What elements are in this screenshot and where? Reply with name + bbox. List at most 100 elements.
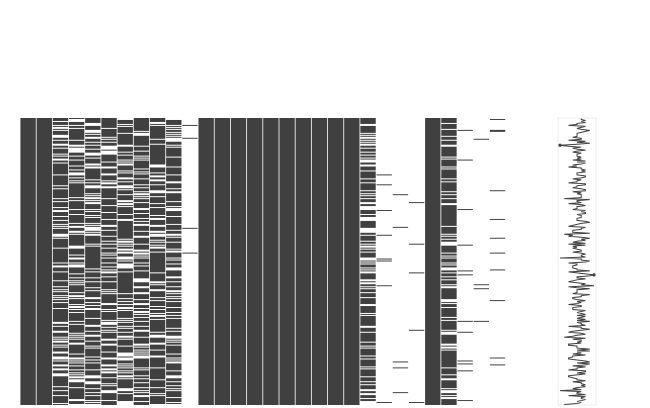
present-block	[68, 201, 85, 210]
present-block	[117, 253, 134, 257]
present-block	[165, 235, 182, 237]
present-block	[84, 223, 101, 225]
present-block	[68, 378, 85, 380]
present-block	[133, 188, 150, 192]
present-block	[440, 234, 458, 236]
present-block	[68, 388, 85, 400]
present-block	[489, 190, 506, 192]
present-block	[440, 146, 458, 157]
present-block	[84, 142, 101, 145]
present-block	[359, 284, 377, 287]
present-block	[440, 239, 458, 242]
present-block	[149, 181, 166, 185]
present-block	[100, 393, 118, 401]
present-block	[84, 188, 101, 194]
present-block	[149, 167, 166, 173]
present-block	[52, 309, 69, 322]
matrix-column-23	[375, 118, 393, 405]
matrix-column-background	[505, 118, 522, 405]
present-block	[68, 125, 85, 128]
present-block	[117, 259, 134, 261]
present-block	[117, 272, 134, 294]
matrix-column-32	[521, 118, 538, 405]
present-block	[100, 294, 118, 304]
present-block	[52, 224, 69, 226]
present-block	[392, 361, 409, 363]
present-block	[359, 135, 377, 137]
present-block	[473, 288, 490, 290]
present-block	[473, 320, 490, 322]
present-block	[68, 210, 85, 214]
present-block	[84, 125, 101, 130]
present-block	[84, 306, 101, 309]
present-block	[149, 173, 166, 176]
present-block	[149, 193, 166, 197]
present-block	[117, 379, 134, 389]
present-block	[100, 277, 118, 282]
present-block	[68, 166, 85, 170]
present-block	[149, 307, 166, 309]
present-block	[440, 129, 458, 136]
present-block	[149, 236, 166, 240]
present-block	[440, 330, 458, 332]
present-block	[165, 315, 182, 318]
present-block	[359, 385, 377, 390]
present-block	[165, 287, 182, 291]
present-block	[100, 219, 118, 225]
present-block	[489, 252, 506, 254]
present-block	[68, 181, 85, 183]
present-block	[149, 309, 166, 313]
present-block	[359, 133, 377, 135]
present-block	[100, 118, 118, 128]
present-block	[84, 204, 101, 210]
present-block	[84, 348, 101, 357]
present-block	[165, 386, 182, 389]
present-block	[311, 118, 328, 405]
present-block	[133, 271, 150, 279]
present-block	[68, 128, 85, 140]
present-block	[84, 336, 101, 341]
present-block	[100, 199, 118, 206]
present-block	[149, 380, 166, 388]
present-block	[133, 368, 150, 370]
matrix-column-21	[343, 118, 360, 405]
present-block	[165, 230, 182, 234]
present-block	[68, 183, 85, 198]
present-block	[440, 159, 458, 167]
present-block	[100, 386, 118, 391]
present-block	[133, 174, 150, 179]
present-block	[165, 331, 182, 336]
matrix-column-13	[213, 118, 231, 405]
present-block	[100, 327, 118, 330]
present-block	[52, 272, 69, 281]
present-block	[133, 266, 150, 271]
present-block	[149, 316, 166, 319]
present-block	[117, 318, 134, 320]
present-block	[52, 366, 69, 369]
present-block	[133, 214, 150, 218]
present-block	[52, 163, 69, 175]
present-block	[84, 230, 101, 232]
present-block	[457, 129, 474, 131]
present-block	[84, 194, 101, 196]
present-block	[84, 180, 101, 183]
present-block	[133, 345, 150, 347]
present-block	[440, 205, 458, 226]
present-block	[408, 272, 425, 274]
present-block	[440, 182, 458, 192]
present-block	[117, 133, 134, 145]
present-block	[149, 139, 166, 144]
present-block	[133, 179, 150, 185]
present-block	[84, 225, 101, 227]
present-block	[133, 393, 150, 396]
present-block	[408, 402, 425, 404]
present-block	[117, 146, 134, 152]
present-block	[359, 140, 377, 142]
present-block	[457, 363, 474, 365]
present-block	[117, 214, 134, 219]
present-block	[440, 348, 458, 350]
present-block	[100, 290, 118, 292]
present-block	[68, 335, 85, 337]
present-block	[359, 348, 377, 356]
